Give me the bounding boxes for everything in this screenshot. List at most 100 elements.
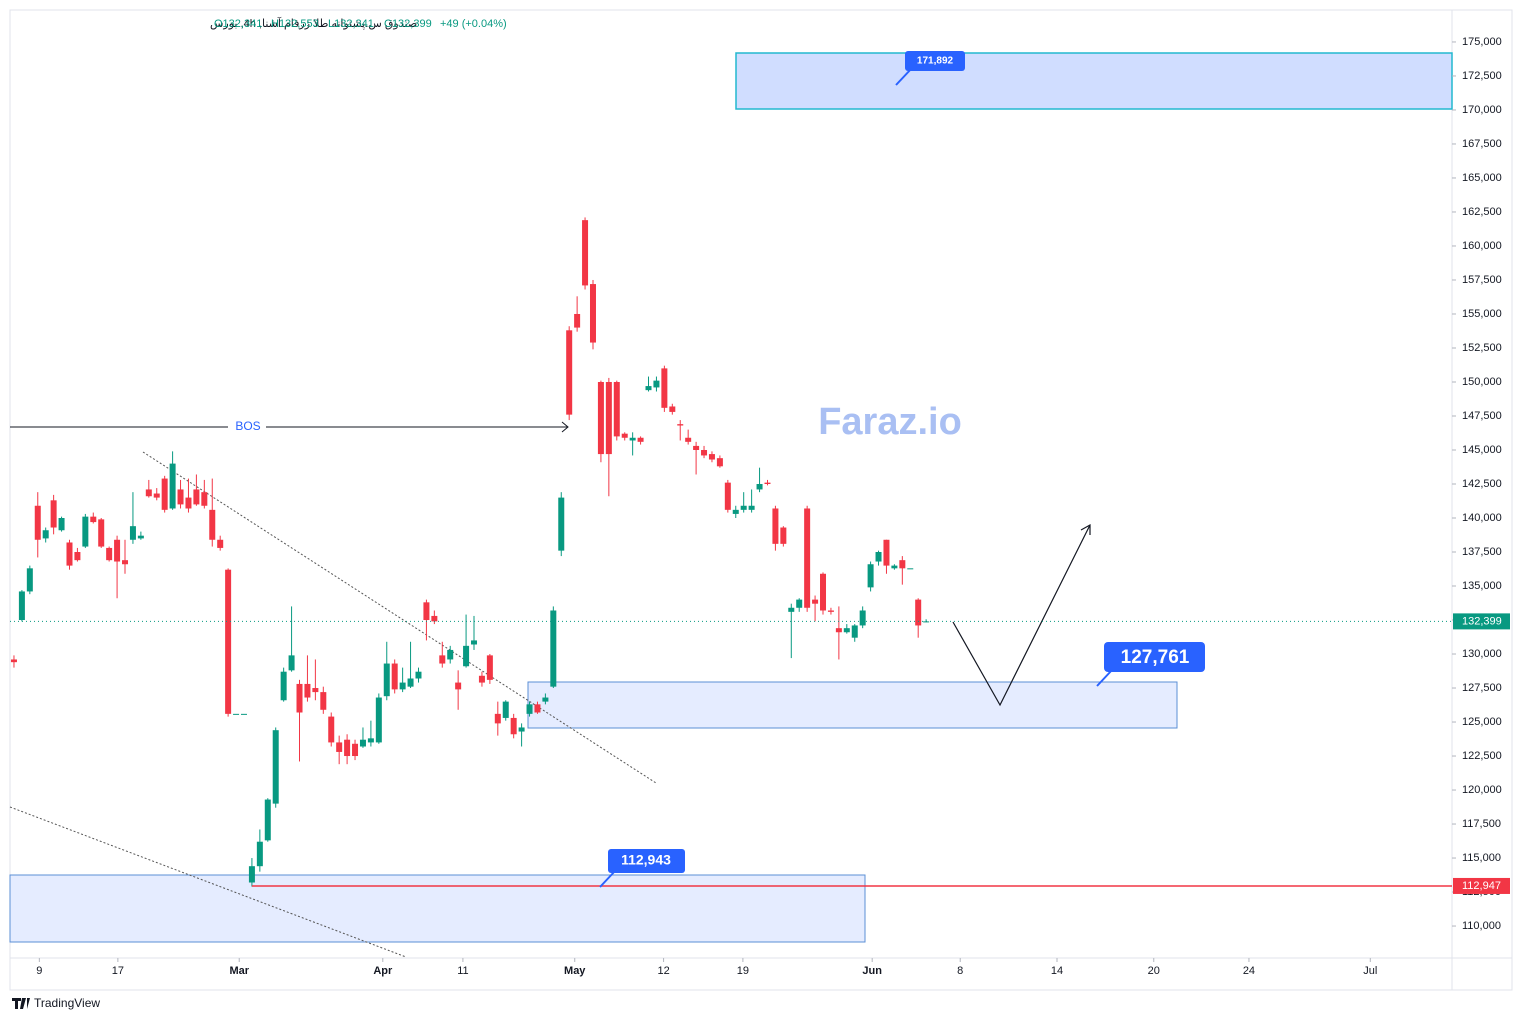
candle-body <box>843 628 850 633</box>
candle-body <box>129 526 136 540</box>
candle-body <box>724 482 731 510</box>
candle-body <box>256 841 263 867</box>
bos-label: BOS <box>235 419 260 433</box>
trend-line <box>9 806 407 958</box>
candle-body <box>756 484 763 490</box>
callout-label: 171,892 <box>917 56 954 67</box>
candle-body <box>891 565 898 569</box>
candle-body <box>455 682 462 690</box>
y-tick-label: 135,000 <box>1462 580 1502 592</box>
candle-body <box>407 678 414 687</box>
y-tick-label: 117,500 <box>1462 818 1501 830</box>
candle-body <box>336 742 343 752</box>
candle-body <box>240 713 247 715</box>
candle-body <box>90 516 97 523</box>
callout-box <box>905 51 965 71</box>
candle-body <box>748 505 755 510</box>
projection-path <box>952 524 1091 707</box>
callout-pointer <box>599 870 616 888</box>
candle-body <box>645 386 652 391</box>
candle-body <box>288 655 295 671</box>
candle-body <box>367 738 374 743</box>
candle-body <box>772 508 779 544</box>
y-tick-label: 137,500 <box>1462 546 1502 558</box>
candle-body <box>478 675 485 683</box>
candle-body <box>153 493 160 498</box>
candle-body <box>812 599 819 604</box>
candle-body <box>669 406 676 412</box>
callout-box <box>608 849 685 873</box>
candle-body <box>629 437 636 441</box>
branding: TradingView <box>34 996 100 1010</box>
y-tick-label: 122,500 <box>1462 750 1502 762</box>
x-tick-label: Jun <box>862 965 882 977</box>
candle-body <box>550 610 557 687</box>
candle-body <box>820 573 827 611</box>
callout-pointer <box>1096 669 1113 687</box>
candle-body <box>58 518 65 531</box>
candle-body <box>883 539 890 566</box>
candle-body <box>764 482 771 484</box>
candle-body <box>899 560 906 569</box>
x-tick-label: 20 <box>1148 965 1160 977</box>
ohlc-high: H132,553 <box>271 18 319 30</box>
candle-body <box>804 508 811 608</box>
y-tick-label: 175,000 <box>1462 36 1502 48</box>
candle-body <box>161 478 168 510</box>
candle-body <box>788 607 795 612</box>
candle-body <box>613 381 620 437</box>
target-zone <box>735 52 1453 110</box>
symbol-title: صندوق س.پشتوانه طلا زرفام آشنا, 4h, بورس <box>210 16 417 30</box>
candle-body <box>375 697 382 743</box>
candle-body <box>661 368 668 408</box>
candle-body <box>185 497 192 509</box>
candle-body <box>50 500 57 528</box>
logo-icon <box>12 998 30 1009</box>
candle-body <box>677 424 684 426</box>
candle-body <box>463 645 470 667</box>
y-tick-label: 157,500 <box>1462 274 1502 286</box>
candle-body <box>740 505 747 510</box>
candle-body <box>574 313 581 328</box>
candle-body <box>114 539 121 562</box>
y-tick-label: 115,000 <box>1462 852 1501 864</box>
candle-body <box>859 610 866 626</box>
candle-body <box>383 663 390 697</box>
candle-body <box>312 688 319 693</box>
y-tick-label: 152,500 <box>1462 342 1502 354</box>
candle-body <box>708 454 715 460</box>
candle-body <box>209 509 216 540</box>
candle-body <box>74 552 81 561</box>
candle-body <box>621 433 628 438</box>
candle-body <box>685 437 692 442</box>
price-tag-label: 132,399 <box>1462 615 1502 627</box>
candle-body <box>177 489 184 505</box>
price-tag-label: 112,947 <box>1462 880 1501 892</box>
callout-label: 112,943 <box>621 852 671 868</box>
candle-body <box>605 381 612 455</box>
candle-body <box>875 552 882 562</box>
callout-box <box>1104 642 1205 672</box>
candle-body <box>359 739 366 747</box>
candle-body <box>233 713 240 715</box>
candle-body <box>26 568 33 592</box>
x-tick-label: 14 <box>1051 965 1063 977</box>
y-tick-label: 155,000 <box>1462 308 1502 320</box>
candle-body <box>98 519 105 547</box>
candle-body <box>851 625 858 638</box>
y-tick-label: 130,000 <box>1462 648 1502 660</box>
x-tick-label: Mar <box>229 965 249 977</box>
candle-body <box>431 615 438 622</box>
candle-body <box>280 671 287 701</box>
ohlc-low: L132,341 <box>328 18 374 30</box>
x-tick-label: 8 <box>957 965 963 977</box>
candle-body <box>225 569 232 714</box>
y-tick-label: 160,000 <box>1462 240 1502 252</box>
x-tick-label: 11 <box>457 965 468 977</box>
candle-body <box>526 704 533 714</box>
candle-body <box>296 683 303 713</box>
candle-body <box>248 866 255 883</box>
candle-body <box>510 717 517 735</box>
candle-body <box>272 730 279 804</box>
candle-body <box>201 492 208 506</box>
